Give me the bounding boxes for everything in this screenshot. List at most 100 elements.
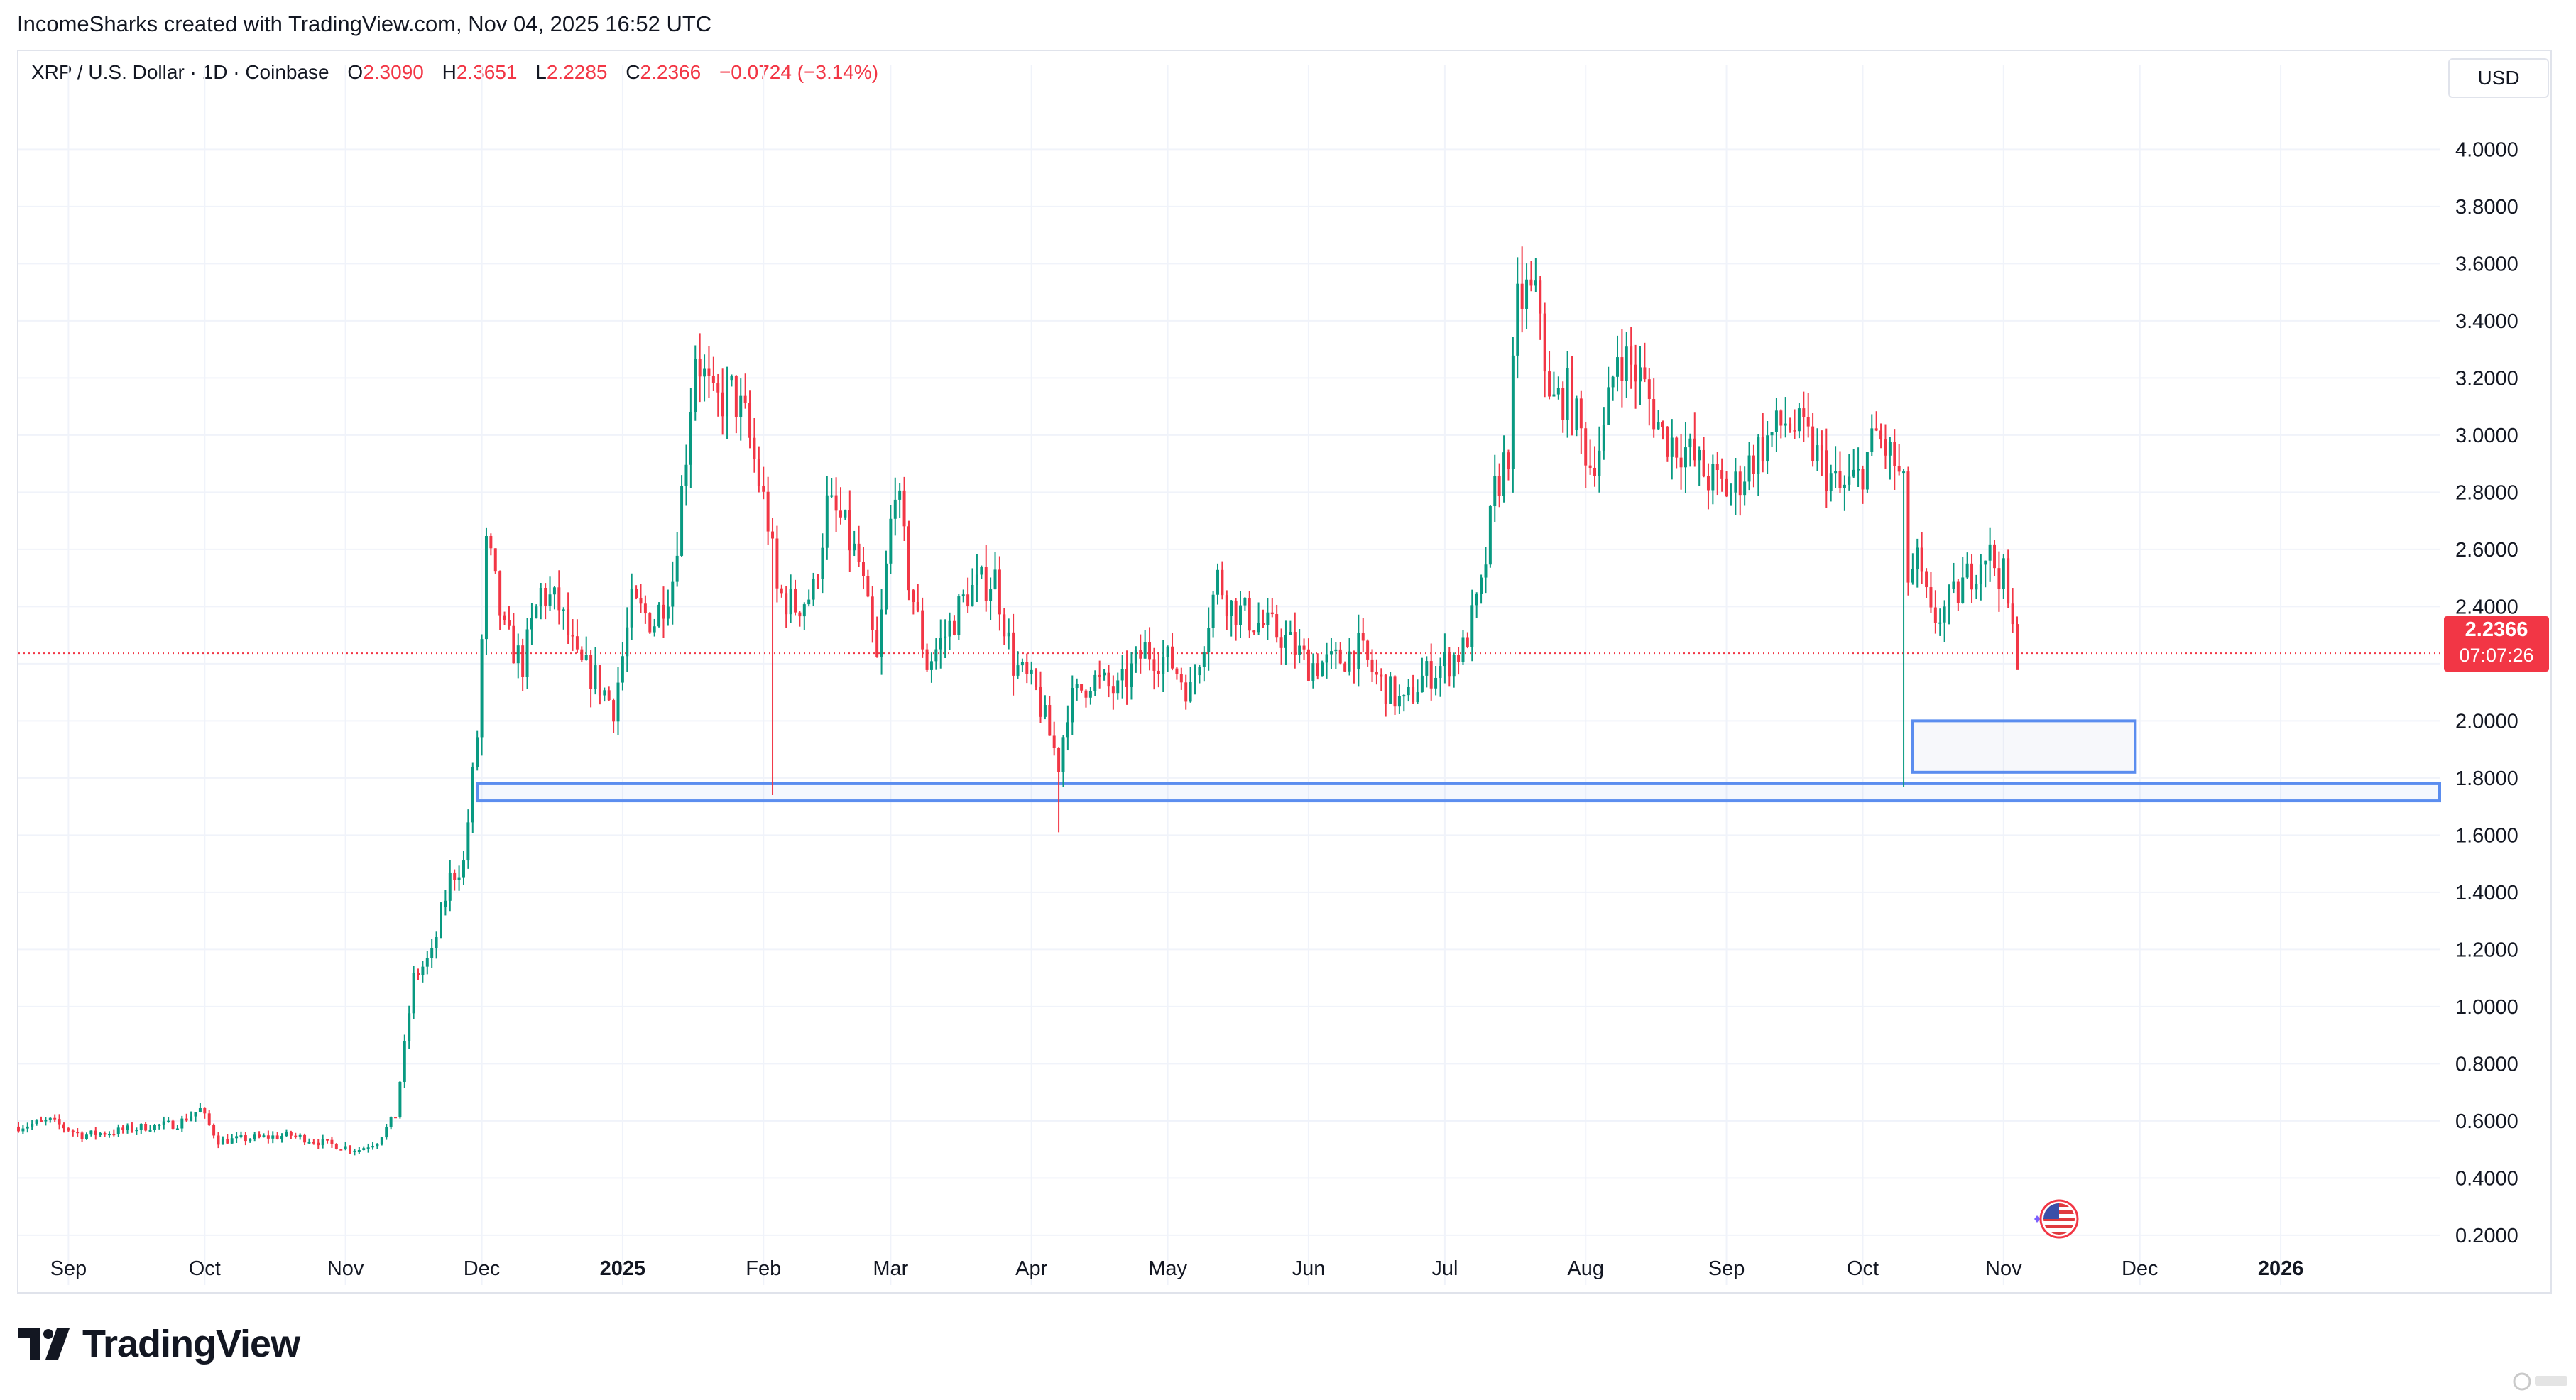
candle-down	[794, 579, 797, 616]
candle-down	[17, 1122, 20, 1133]
candle-up	[1239, 591, 1242, 638]
candle-up	[167, 1116, 170, 1123]
candle-up	[1670, 419, 1674, 480]
candle-up	[548, 576, 552, 611]
chart-frame	[17, 50, 2552, 1294]
candle-down	[798, 611, 802, 627]
candle-up	[1516, 257, 1519, 379]
candle-down	[916, 584, 919, 613]
candle-down	[1561, 381, 1565, 433]
candle-up	[1502, 435, 1506, 503]
x-tick-label: Mar	[873, 1257, 908, 1280]
candle-up	[703, 354, 706, 402]
candle-down	[766, 476, 770, 545]
candle-down	[1429, 643, 1433, 701]
candle-up	[26, 1122, 29, 1133]
candle-up	[253, 1132, 256, 1142]
candle-up	[934, 638, 938, 670]
x-tick-label: Nov	[327, 1257, 364, 1280]
currency-button[interactable]: USD	[2448, 58, 2549, 98]
candle-up	[1311, 653, 1315, 689]
candle-up	[689, 388, 692, 488]
candle-up	[1639, 346, 1642, 405]
candle-down	[662, 586, 665, 638]
candle-up	[285, 1129, 288, 1137]
candle-up	[148, 1125, 152, 1132]
candle-down	[1179, 667, 1183, 690]
candle-up	[1211, 591, 1215, 638]
candle-down	[1275, 604, 1279, 643]
candle-down	[1702, 437, 1705, 478]
candle-down	[76, 1128, 80, 1137]
ohlc-legend: XRP / U.S. Dollar · 1D · Coinbase O2.309…	[31, 61, 878, 84]
candle-up	[307, 1138, 311, 1144]
candle-down	[1620, 329, 1624, 408]
x-tick-label: 2025	[600, 1257, 646, 1280]
candle-up	[1698, 446, 1701, 486]
candle-up	[1061, 735, 1065, 787]
candle-down	[289, 1130, 293, 1139]
open-label: O	[347, 61, 364, 83]
tradingview-logo[interactable]: TradingView	[18, 1322, 300, 1366]
support-zones	[18, 652, 2441, 803]
candle-up	[1425, 656, 1429, 688]
y-tick-label: 1.4000	[2455, 882, 2518, 904]
candle-up	[175, 1125, 179, 1130]
candle-down	[266, 1130, 270, 1144]
candle-down	[1838, 451, 1842, 493]
candle-down	[339, 1149, 343, 1151]
candle-up	[539, 583, 542, 620]
candle-down	[121, 1125, 125, 1134]
candle-down	[2011, 588, 2014, 633]
candles	[17, 246, 2019, 1156]
candle-down	[866, 569, 870, 598]
candle-up	[366, 1143, 370, 1153]
candle-up	[1298, 629, 1301, 664]
candle-up	[1443, 633, 1446, 684]
candle-down	[1393, 675, 1397, 715]
candle-down	[130, 1122, 133, 1133]
candle-down	[1084, 689, 1088, 708]
x-tick-label: Nov	[1985, 1257, 2022, 1280]
candle-up	[471, 762, 474, 834]
candle-up	[1480, 574, 1483, 604]
candle-up	[198, 1103, 202, 1113]
corner-watermark-icon	[2513, 1372, 2567, 1391]
candle-up	[621, 642, 624, 691]
candle-up	[1493, 454, 1497, 523]
candle-up	[1607, 366, 1610, 425]
x-tick-label: Feb	[746, 1257, 781, 1280]
candle-up	[44, 1117, 48, 1126]
candle-up	[1534, 258, 1537, 292]
x-tick-label: Jul	[1431, 1257, 1458, 1280]
symbol-label[interactable]: XRP / U.S. Dollar · 1D · Coinbase	[31, 61, 329, 83]
candle-up	[980, 565, 983, 579]
candle-down	[1579, 390, 1583, 454]
candle-up	[1843, 475, 1846, 511]
candle-down	[1316, 653, 1319, 680]
candle-down	[1861, 465, 1865, 504]
candle-up	[626, 607, 629, 672]
candle-down	[1993, 540, 1997, 576]
y-tick-label: 3.4000	[2455, 310, 2518, 333]
candle-up	[21, 1125, 25, 1134]
candle-up	[975, 554, 978, 603]
us-flag-event-icon[interactable]	[2028, 1198, 2083, 1240]
candle-down	[817, 574, 819, 589]
candle-down	[493, 548, 497, 574]
candle-up	[1130, 652, 1133, 700]
candle-up	[1348, 638, 1351, 676]
x-tick-label: Aug	[1567, 1257, 1604, 1280]
candle-up	[421, 961, 425, 983]
candle-up	[221, 1136, 224, 1145]
candle-up	[1729, 483, 1732, 506]
candle-up	[180, 1115, 184, 1132]
x-tick-label: Oct	[1847, 1257, 1879, 1280]
candle-down	[417, 968, 420, 980]
candle-down	[58, 1114, 61, 1130]
candle-down	[1157, 652, 1160, 688]
candle-down	[1893, 429, 1896, 491]
candle-down	[1806, 393, 1810, 438]
candle-up	[1556, 376, 1560, 400]
